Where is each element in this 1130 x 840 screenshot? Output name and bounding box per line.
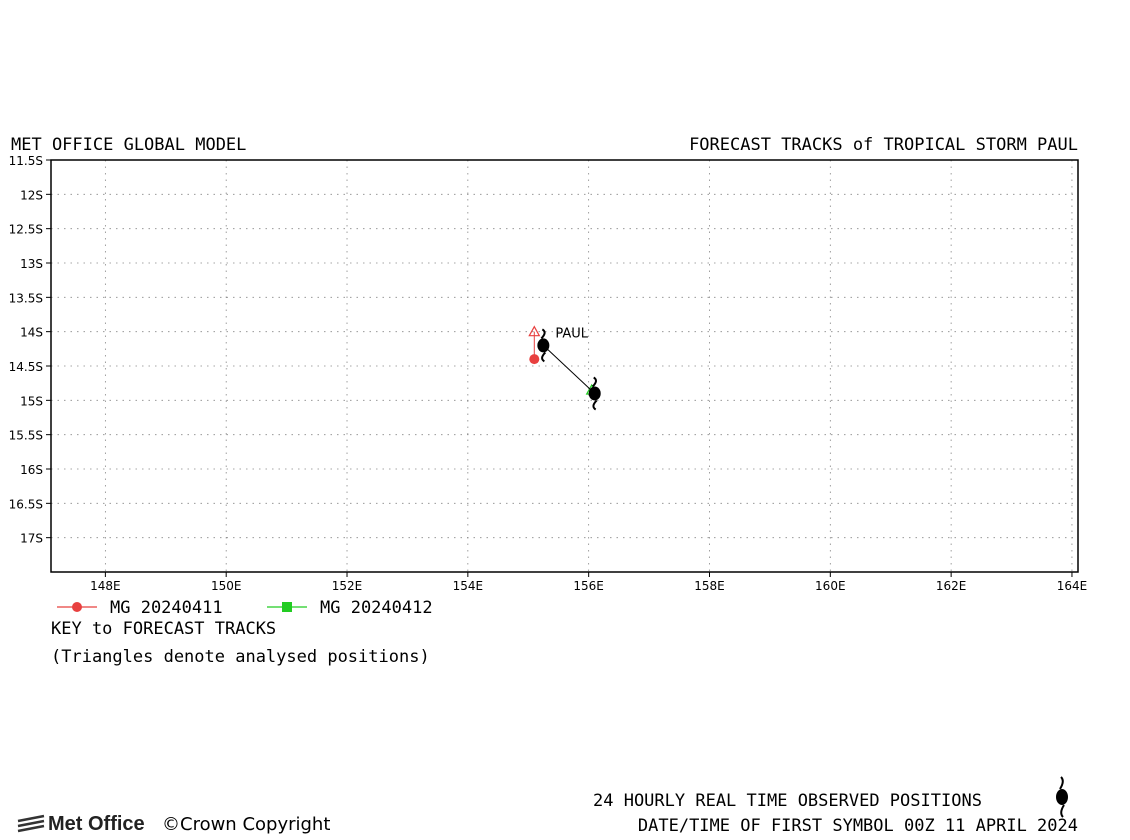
- met-office-logo: Met Office: [48, 813, 145, 835]
- observed-track-line: [543, 345, 596, 394]
- lat-tick-label: 13.5S: [9, 291, 43, 305]
- lat-tick-label: 17S: [20, 532, 43, 546]
- legend-key-note: (Triangles denote analysed positions): [51, 647, 430, 667]
- legend-key-title: KEY to FORECAST TRACKS: [51, 619, 277, 639]
- observed-storm-symbol: [537, 328, 550, 363]
- observed-positions: PAUL: [537, 326, 601, 411]
- storm-name-label: PAUL: [555, 326, 588, 341]
- lon-tick-label: 162E: [936, 579, 967, 593]
- legend-label-mg-20240412: MG 20240412: [320, 598, 433, 618]
- copyright-notice: ©Crown Copyright: [162, 814, 331, 835]
- observed-positions-label: 24 HOURLY REAL TIME OBSERVED POSITIONS: [593, 791, 982, 811]
- chart-title-right: FORECAST TRACKS of TROPICAL STORM PAUL: [689, 135, 1078, 155]
- observed-storm-symbol: [588, 376, 601, 411]
- copyright-icon: ©: [162, 814, 180, 835]
- legend-marker-mg-20240412: [282, 602, 292, 612]
- legend-marker-mg-20240411: [72, 602, 82, 612]
- legend-label-mg-20240411: MG 20240411: [110, 598, 223, 618]
- lat-tick-label: 14S: [20, 326, 43, 340]
- observed-legend-symbol: [1056, 776, 1068, 818]
- chart-title-left: MET OFFICE GLOBAL MODEL: [11, 135, 247, 155]
- lat-tick-label: 12.5S: [9, 223, 43, 237]
- first-symbol-datetime: DATE/TIME OF FIRST SYMBOL 00Z 11 APRIL 2…: [637, 816, 1078, 836]
- lat-tick-label: 15S: [20, 394, 43, 408]
- lat-tick-label: 11.5S: [9, 154, 43, 168]
- lon-tick-label: 158E: [694, 579, 725, 593]
- track-legend: [57, 602, 307, 612]
- lat-tick-label: 16S: [20, 463, 43, 477]
- met-office-logo-icon: [17, 814, 45, 833]
- lat-tick-label: 14.5S: [9, 360, 43, 374]
- lon-tick-label: 160E: [815, 579, 846, 593]
- lon-tick-label: 148E: [90, 579, 121, 593]
- lon-tick-label: 156E: [573, 579, 604, 593]
- lat-tick-label: 13S: [20, 257, 43, 271]
- lon-tick-label: 152E: [332, 579, 363, 593]
- forecast-point: [529, 354, 540, 365]
- lat-tick-label: 16.5S: [9, 497, 43, 511]
- lon-tick-label: 164E: [1057, 579, 1088, 593]
- grid-lines: [51, 160, 1078, 572]
- lon-tick-label: 150E: [211, 579, 242, 593]
- lat-tick-label: 15.5S: [9, 429, 43, 443]
- lat-tick-label: 12S: [20, 188, 43, 202]
- lon-tick-label: 154E: [453, 579, 484, 593]
- axis-labels: 11.5S 12S 12.5S 13S 13.5S 14S 14.5S 15S 15.5S 16S…: [9, 154, 1088, 593]
